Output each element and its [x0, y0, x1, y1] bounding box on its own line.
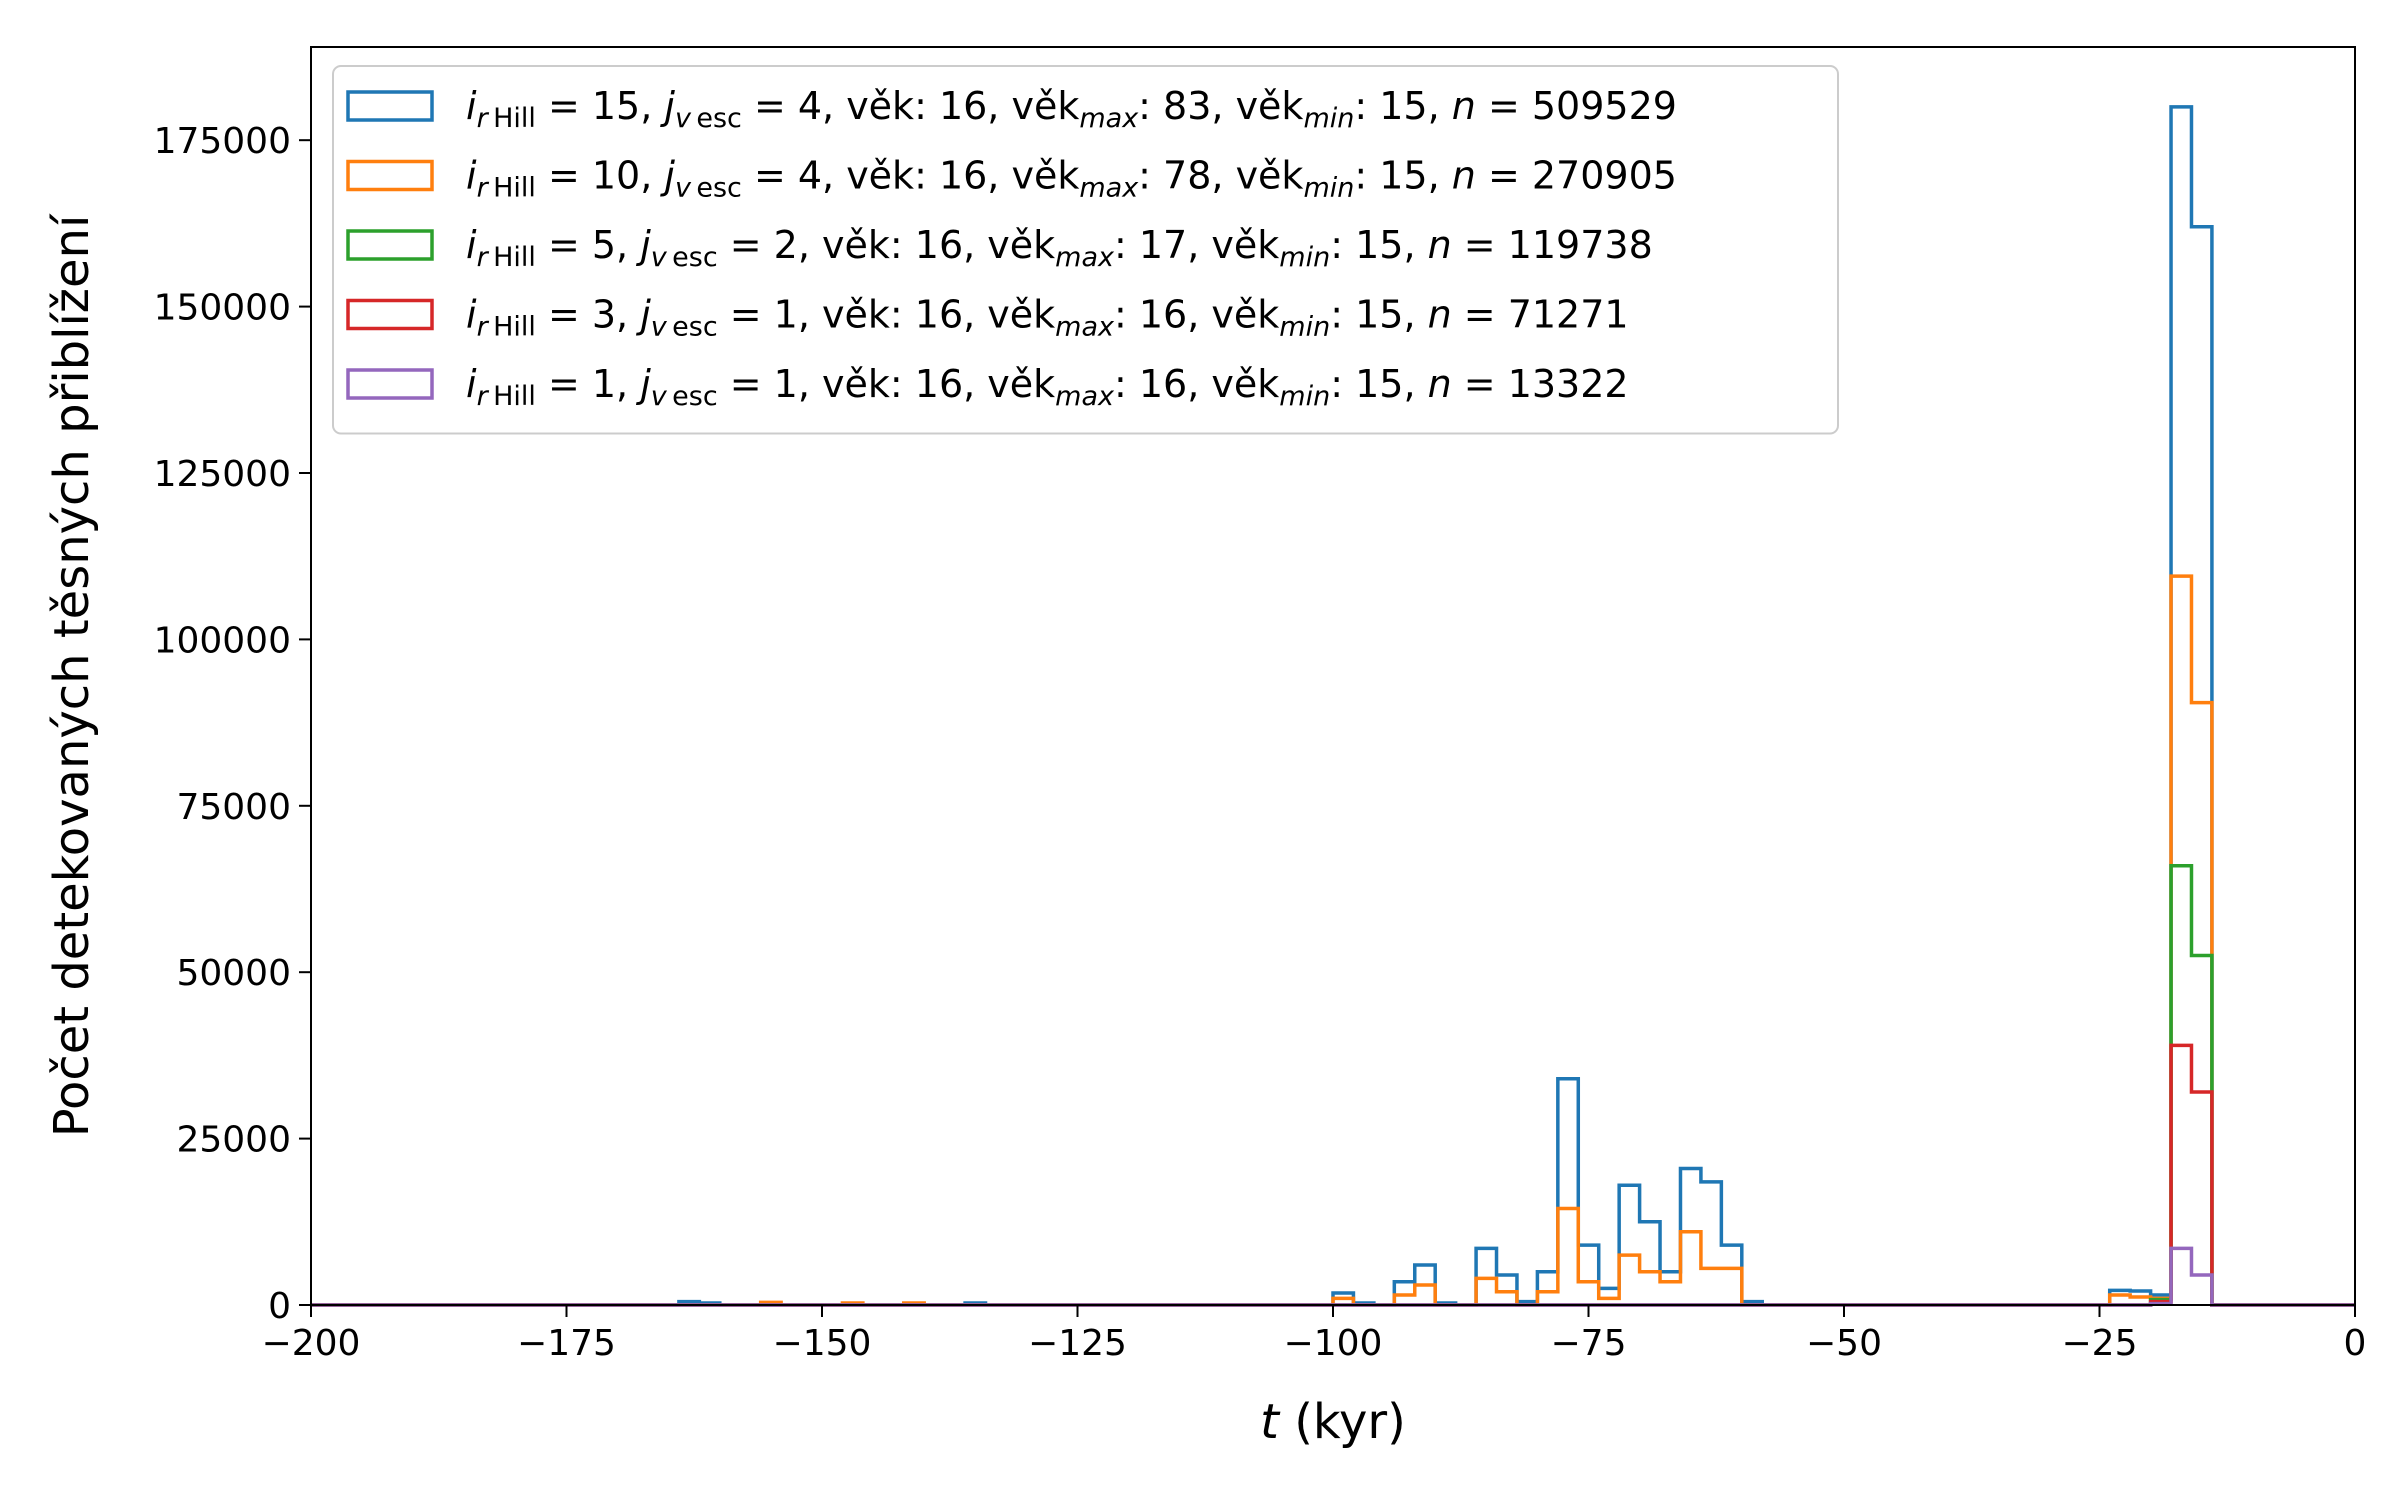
y-tick-label: 175000: [154, 121, 291, 162]
x-axis-unit: (kyr): [1279, 1394, 1406, 1450]
x-tick-label: −50: [1806, 1323, 1882, 1364]
x-tick-label: 0: [2344, 1323, 2367, 1364]
y-tick-label: 0: [268, 1286, 291, 1327]
legend-swatch-2: [346, 229, 434, 261]
legend-entry-0: ir Hill = 15, jv esc = 4, věk: 16, věkma…: [466, 84, 1677, 134]
legend-entry-4: ir Hill = 1, jv esc = 1, věk: 16, věkmax…: [466, 362, 1629, 412]
y-tick-label: 50000: [176, 953, 291, 994]
legend-entry-1: ir Hill = 10, jv esc = 4, věk: 16, věkma…: [466, 154, 1677, 204]
x-tick-label: −100: [1284, 1323, 1383, 1364]
y-tick-label: 125000: [154, 454, 291, 495]
legend-box: [332, 65, 1839, 435]
legend-entry-3: ir Hill = 3, jv esc = 1, věk: 16, věkmax…: [466, 293, 1629, 343]
legend-swatch-3: [346, 298, 434, 331]
x-axis-ticks: −200 −175 −150 −125 −100 −75 −50 −25 0: [262, 1305, 2367, 1364]
x-tick-label: −200: [262, 1323, 361, 1364]
y-tick-label: 150000: [154, 288, 291, 329]
y-tick-label: 25000: [176, 1120, 291, 1161]
x-tick-label: −175: [517, 1323, 616, 1364]
legend-entry-2: ir Hill = 5, jv esc = 2, věk: 16, věkmax…: [466, 223, 1653, 273]
x-tick-label: −75: [1551, 1323, 1627, 1364]
legend-swatch-4: [346, 368, 434, 400]
y-tick-label: 100000: [154, 620, 291, 661]
x-axis-var: t: [1260, 1394, 1281, 1450]
x-tick-label: −150: [773, 1323, 872, 1364]
x-tick-label: −25: [2062, 1323, 2138, 1364]
x-tick-label: −125: [1028, 1323, 1127, 1364]
legend-swatch-1: [346, 159, 434, 192]
x-axis-label: t (kyr): [1260, 1394, 1406, 1450]
legend-swatch-0: [346, 90, 434, 122]
y-axis-label: Počet detekovaných těsných přiblížení: [44, 213, 100, 1137]
legend: ir Hill = 15, jv esc = 4, věk: 16, věkma…: [332, 65, 1839, 435]
y-axis-ticks: 0 25000 50000 75000 100000 125000 150000 175000: [154, 121, 311, 1327]
y-tick-label: 75000: [176, 787, 291, 828]
